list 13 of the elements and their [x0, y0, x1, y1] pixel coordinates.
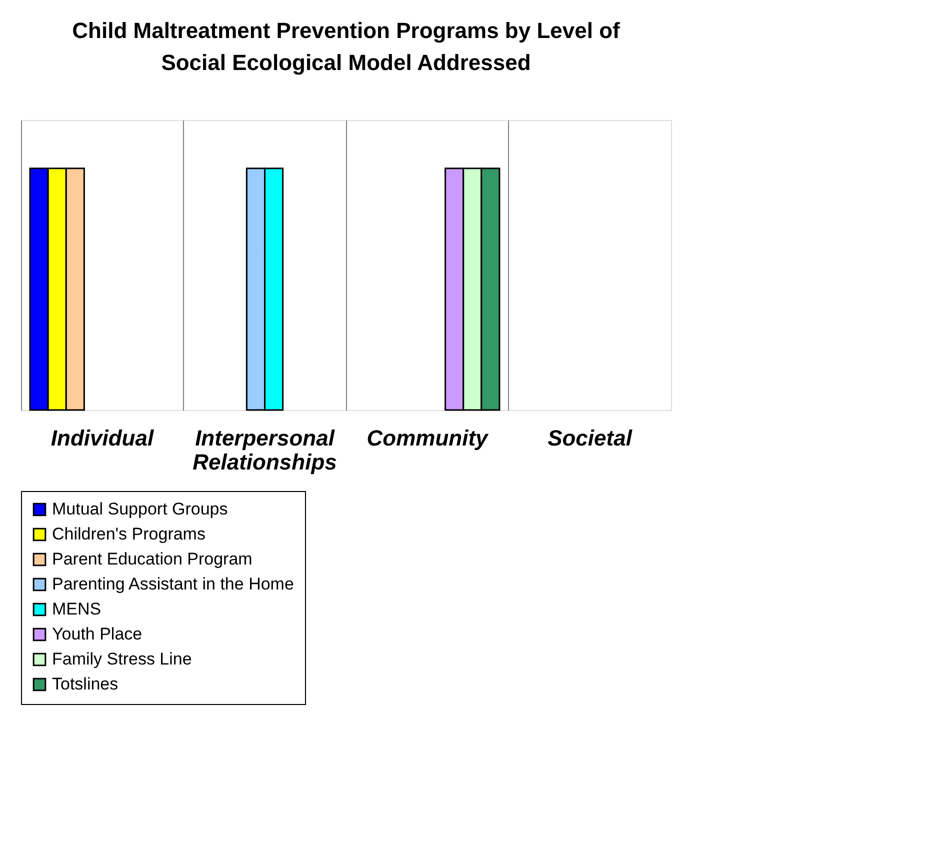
legend-label: Totslines	[52, 674, 118, 694]
legend-label: Parent Education Program	[52, 550, 252, 568]
chart-title: Child Maltreatment Prevention Programs by Level of Social Ecological Model Addressed	[72, 18, 621, 75]
x-tick-label: Individual	[50, 426, 154, 450]
x-tick-label: Societal	[548, 426, 633, 450]
x-tick-label: Community	[366, 426, 490, 450]
legend-label: Youth Place	[52, 624, 142, 644]
legend-label: Mutual Support Groups	[52, 500, 228, 518]
legend-label: Family Stress Line	[52, 650, 192, 668]
x-tick-label: Interpersonal Relationships	[192, 426, 337, 474]
legend-label: Children's Programs	[52, 524, 206, 544]
legend-label: MENS	[52, 600, 102, 618]
legend-label: Parenting Assistant in the Home	[52, 574, 294, 594]
